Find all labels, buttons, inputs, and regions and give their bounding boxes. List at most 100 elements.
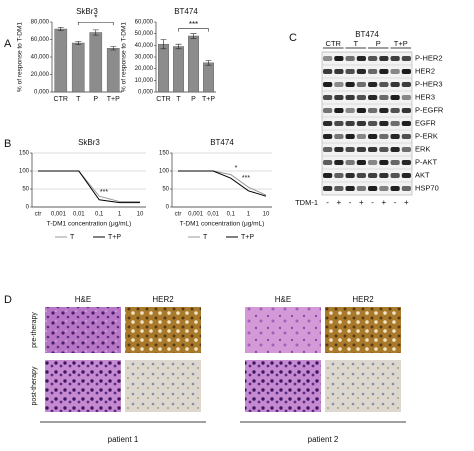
blot-band — [323, 160, 333, 165]
error-bar — [110, 46, 117, 51]
x-tick-label: P — [191, 96, 196, 103]
blot-band — [323, 147, 333, 152]
histology-image — [245, 307, 321, 353]
blot-band — [345, 95, 355, 100]
blot-band — [345, 173, 355, 178]
histology-image — [125, 360, 201, 412]
y-tick-label: 60,000 — [31, 37, 50, 43]
y-tick-label: 40,000 — [31, 55, 50, 61]
bar — [54, 28, 68, 93]
x-tick-label: 0,001 — [51, 212, 67, 218]
blot-row-label: P-HER3 — [415, 79, 443, 88]
column-title: HER2 — [152, 295, 174, 304]
y-tick-label: 0,000 — [34, 90, 50, 96]
blot-band — [368, 121, 378, 126]
blot-band — [379, 134, 389, 139]
column-title: H&E — [75, 295, 91, 304]
blot-row-label: EGFR — [415, 118, 436, 127]
bar — [89, 32, 103, 93]
blot-band — [368, 95, 378, 100]
blot-band — [356, 186, 366, 191]
blot-band — [368, 134, 378, 139]
significance-label: * — [94, 13, 97, 22]
treatment-sign: + — [359, 198, 364, 207]
blot-band — [401, 134, 411, 139]
blot-band — [368, 56, 378, 61]
blot-group-label: P — [376, 39, 381, 48]
x-tick-label: 0,01 — [207, 212, 219, 218]
y-tick-label: 80,000 — [31, 20, 50, 26]
blot-band — [356, 82, 366, 87]
significance-label: * — [235, 165, 238, 172]
treatment-label: TDM-1 — [295, 198, 318, 207]
blot-row-label: ERK — [415, 144, 430, 153]
blot-row-label: HSP70 — [415, 183, 439, 192]
y-tick-label: 150 — [159, 151, 170, 157]
blot-band — [401, 82, 411, 87]
y-tick-label: 60,000 — [135, 20, 154, 26]
blot-band — [401, 173, 411, 178]
patient-label: patient 2 — [308, 435, 339, 444]
legend-label: T+P — [241, 234, 254, 241]
blot-band — [323, 134, 333, 139]
histology-image — [325, 307, 401, 353]
blot-band — [390, 56, 400, 61]
y-tick-label: 50 — [162, 187, 169, 193]
blot-band — [379, 108, 389, 113]
blot-band — [368, 186, 378, 191]
y-tick-label: 50 — [22, 187, 29, 193]
y-tick-label: 0 — [26, 205, 30, 211]
x-tick-label: 10 — [263, 212, 270, 218]
blot-band — [345, 186, 355, 191]
blot-band — [356, 173, 366, 178]
blot-band — [379, 121, 389, 126]
blot-band — [323, 108, 333, 113]
blot-band — [379, 147, 389, 152]
blot-band — [345, 121, 355, 126]
blot-band — [356, 160, 366, 165]
blot-band — [379, 69, 389, 74]
blot-band — [379, 173, 389, 178]
y-axis-label: % of response to T-DM1 — [121, 22, 128, 92]
x-tick-label: 0,1 — [95, 212, 104, 218]
column-title: H&E — [275, 295, 291, 304]
legend-label: T — [70, 234, 75, 241]
row-label: pre-therapy — [31, 312, 38, 348]
blot-band — [345, 147, 355, 152]
y-tick-label: 20,000 — [135, 66, 154, 72]
blot-group-label: T+P — [394, 39, 408, 48]
blot-band — [356, 69, 366, 74]
y-axis-label: % of response to T-DM1 — [17, 22, 24, 92]
blot-band — [356, 95, 366, 100]
blot-band — [323, 82, 333, 87]
blot-band — [401, 147, 411, 152]
chart-title: BT474 — [210, 138, 234, 147]
blot-row-label: P-ERK — [415, 131, 438, 140]
y-tick-label: 50,000 — [135, 31, 154, 37]
blot-band — [401, 95, 411, 100]
blot-band — [379, 56, 389, 61]
x-tick-label: ctr — [35, 212, 42, 218]
blot-band — [345, 56, 355, 61]
x-tick-label: ctr — [175, 212, 182, 218]
blot-row-label: HER3 — [415, 92, 435, 101]
histology-image — [45, 360, 121, 412]
histology-image — [245, 360, 321, 412]
blot-band — [345, 69, 355, 74]
chart-title: SkBr3 — [76, 7, 98, 16]
blot-band — [390, 121, 400, 126]
blot-band — [390, 82, 400, 87]
blot-band — [323, 69, 333, 74]
blot-band — [334, 186, 344, 191]
x-axis-label: T-DM1 concentration (μg/mL) — [47, 221, 132, 228]
y-tick-label: 10,000 — [135, 78, 154, 84]
blot-band — [323, 186, 333, 191]
blot-band — [323, 56, 333, 61]
treatment-sign: + — [404, 198, 409, 207]
blot-band — [356, 56, 366, 61]
x-tick-label: 0,1 — [227, 212, 236, 218]
y-tick-label: 20,000 — [31, 72, 50, 78]
blot-band — [379, 95, 389, 100]
y-tick-label: 100 — [19, 169, 30, 175]
